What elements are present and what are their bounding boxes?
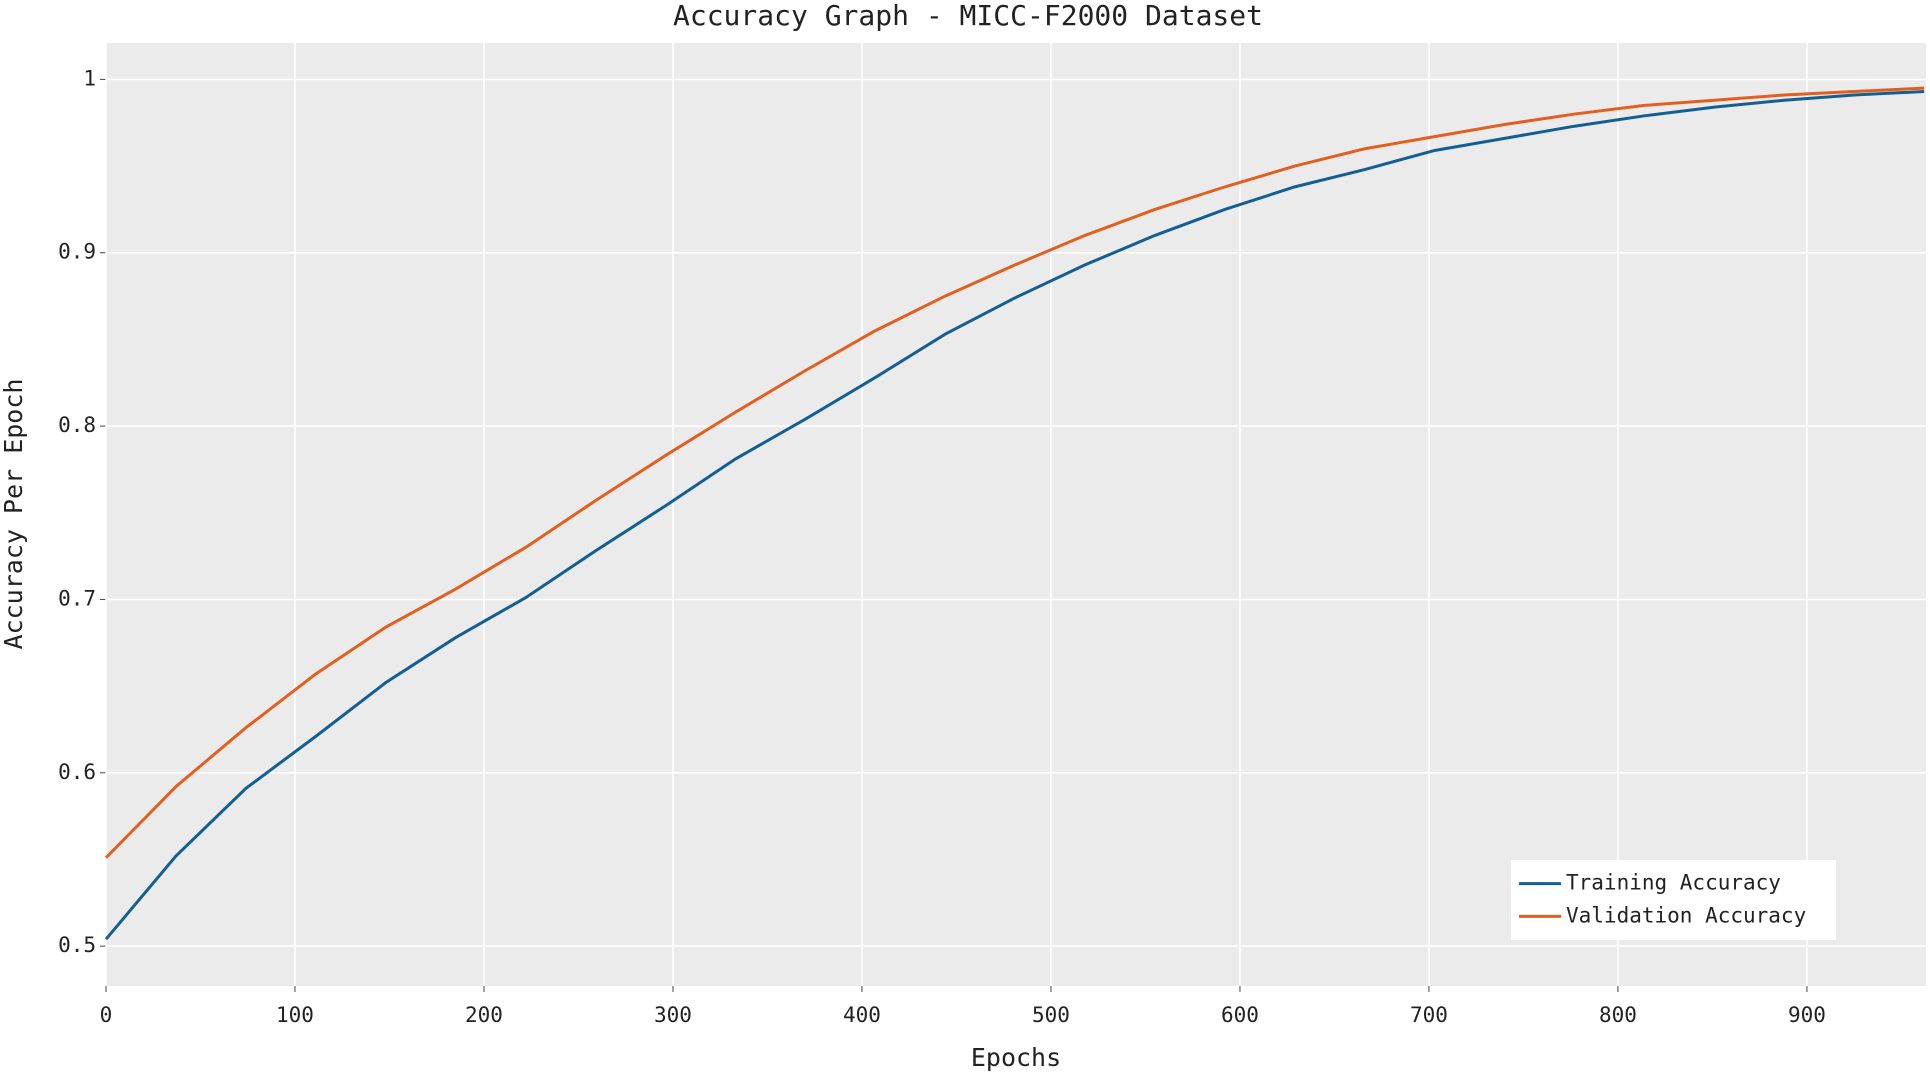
x-axis-label: Epochs — [971, 1043, 1061, 1072]
x-tick-label: 500 — [1032, 1003, 1070, 1027]
x-tick-label: 700 — [1410, 1003, 1448, 1027]
legend-label: Validation Accuracy — [1566, 903, 1806, 927]
y-tick-label: 0.5 — [58, 933, 96, 957]
y-tick-label: 0.7 — [58, 586, 96, 610]
plot-area — [106, 43, 1926, 986]
y-axis-label: Accuracy Per Epoch — [0, 379, 28, 650]
x-tick-label: 900 — [1788, 1003, 1826, 1027]
x-tick-label: 400 — [843, 1003, 881, 1027]
y-tick-label: 0.8 — [58, 413, 96, 437]
legend-label: Training Accuracy — [1566, 871, 1781, 895]
x-tick-label: 600 — [1221, 1003, 1259, 1027]
x-tick-label: 800 — [1599, 1003, 1637, 1027]
y-tick-label: 0.9 — [58, 240, 96, 264]
x-tick-label: 200 — [465, 1003, 503, 1027]
x-tick-label: 300 — [654, 1003, 692, 1027]
line — [104, 90, 1925, 941]
legend-box — [1511, 860, 1836, 940]
y-tick-label: 0.6 — [58, 760, 96, 784]
x-tick-label: 100 — [276, 1003, 314, 1027]
y-tick-label: 1 — [83, 66, 96, 90]
line — [104, 86, 1925, 859]
chart-title: Accuracy Graph - MICC-F2000 Dataset — [673, 0, 1263, 32]
x-tick-label: 0 — [100, 1003, 113, 1027]
